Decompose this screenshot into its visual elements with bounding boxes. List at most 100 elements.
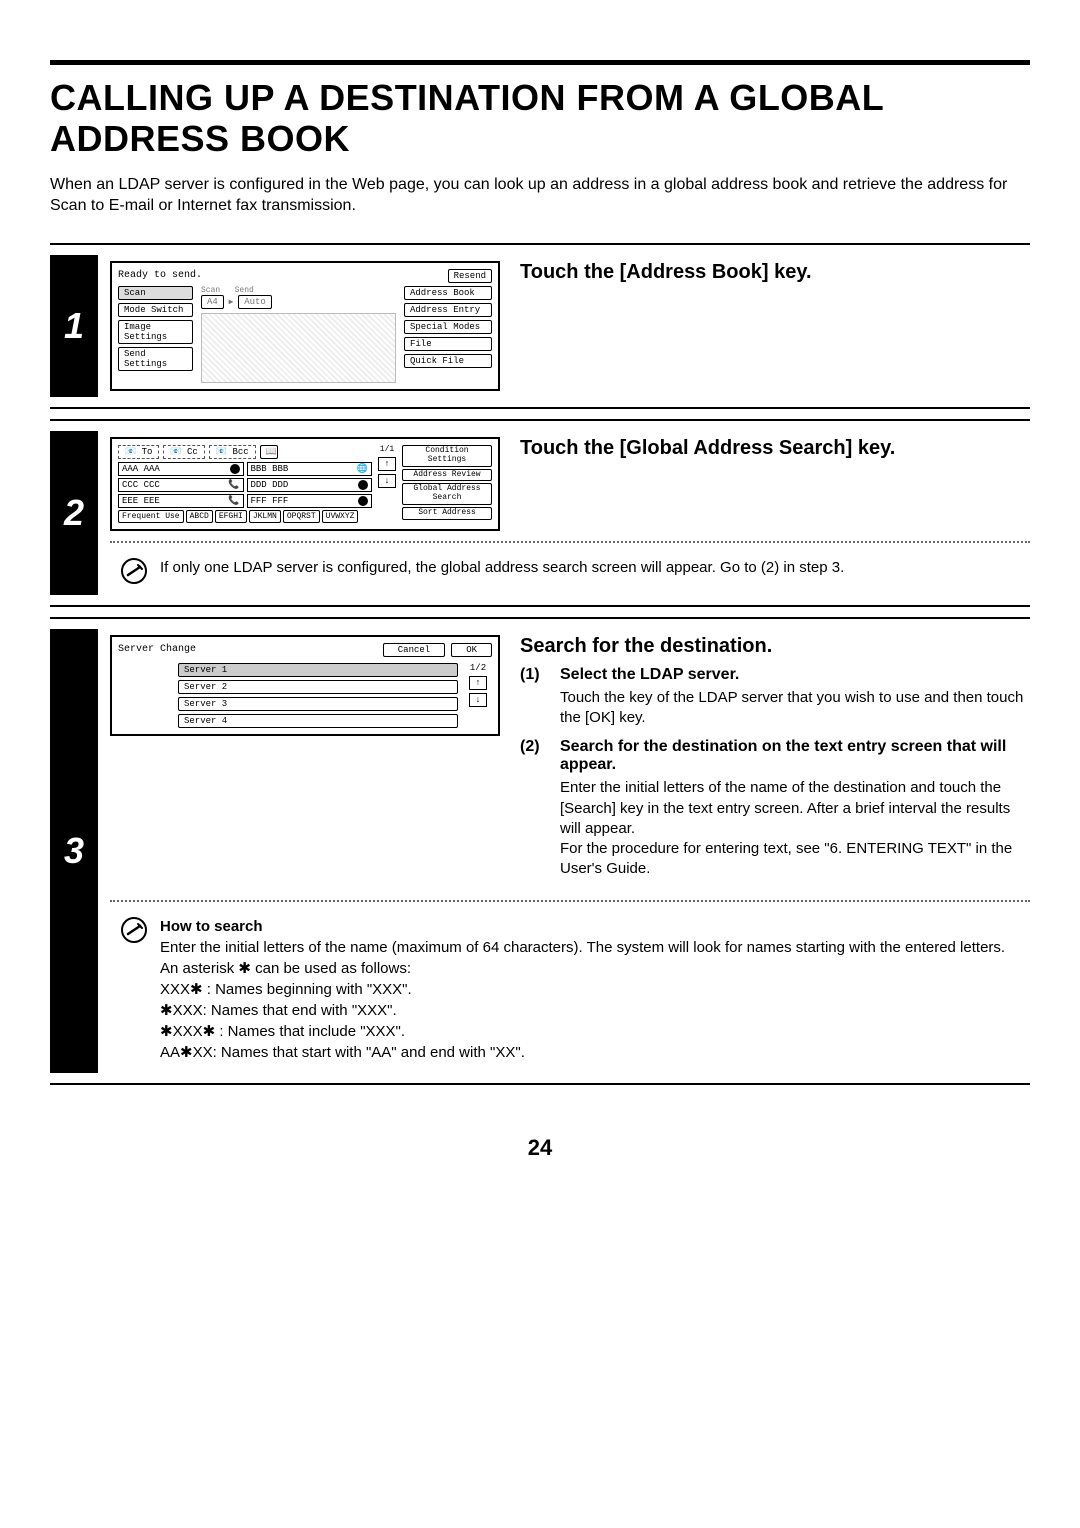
ss2-bcc-tab[interactable]: 📧 Bcc: [209, 445, 256, 459]
ss2-up-button[interactable]: ↑: [378, 457, 396, 471]
step-1-number: 1: [64, 305, 84, 347]
ss2-contact-bbb[interactable]: BBB BBB 🌐: [247, 462, 373, 476]
ss2-sort-address-button[interactable]: Sort Address: [402, 507, 492, 520]
ss3-up-button[interactable]: ↑: [469, 676, 487, 690]
ss3-down-button[interactable]: ↓: [469, 693, 487, 707]
step-3-body: Server Change Cancel OK Server 1 Server …: [98, 629, 1030, 1073]
substep-1: (1) Select the LDAP server. Touch the ke…: [520, 666, 1030, 729]
ss1-document-preview-icon: [201, 313, 396, 383]
ss3-server-1[interactable]: Server 1: [178, 663, 458, 677]
ss2-global-search-button[interactable]: Global Address Search: [402, 483, 492, 505]
ss2-opqrst-button[interactable]: OPQRST: [283, 510, 320, 523]
ss3-server-2[interactable]: Server 2: [178, 680, 458, 694]
ss2-cc-label: Cc: [187, 447, 198, 457]
mail-icon: [230, 464, 240, 474]
note-icon: [120, 916, 148, 944]
ss1-resend-button[interactable]: Resend: [448, 269, 492, 283]
step-2-note-text: If only one LDAP server is configured, t…: [160, 557, 844, 578]
ss2-condition-settings-button[interactable]: Condition Settings: [402, 445, 492, 467]
step-2-separator: [110, 541, 1030, 543]
step-2: 2 📧 To 📧 Cc 📧 Bcc 📖 AAA AAA BBB BBB: [50, 419, 1030, 607]
ss1-status: Ready to send.: [118, 270, 202, 281]
note-icon: [120, 557, 148, 585]
substep-2-title: Search for the destination on the text e…: [560, 738, 1030, 774]
top-rule: [50, 60, 1030, 65]
globe-icon: 🌐: [357, 464, 368, 474]
ss2-eee-label: EEE EEE: [122, 496, 160, 506]
ss2-to-label: To: [142, 447, 153, 457]
substep-1-num: (1): [520, 666, 550, 729]
ss2-ccc-label: CCC CCC: [122, 480, 160, 490]
howto-ex1: XXX✱ : Names beginning with "XXX".: [160, 979, 1005, 1000]
ss3-cancel-button[interactable]: Cancel: [383, 643, 445, 657]
ss2-aaa-label: AAA AAA: [122, 464, 160, 474]
mail-icon: [358, 496, 368, 506]
ss1-special-modes-button[interactable]: Special Modes: [404, 320, 492, 334]
ss2-down-button[interactable]: ↓: [378, 474, 396, 488]
ss1-preview-area: Scan Send A4 ▶ Auto: [197, 286, 400, 383]
ss2-fff-label: FFF FFF: [251, 496, 289, 506]
intro-text: When an LDAP server is configured in the…: [50, 174, 1030, 217]
step-2-note: If only one LDAP server is configured, t…: [110, 553, 1030, 589]
step-1-body: Ready to send. Resend Scan Mode Switch I…: [98, 255, 1030, 397]
ss2-efghi-button[interactable]: EFGHI: [215, 510, 247, 523]
phone-icon: 📞: [228, 496, 239, 506]
ss1-send-settings-button[interactable]: Send Settings: [118, 347, 193, 371]
ss2-abcd-button[interactable]: ABCD: [186, 510, 213, 523]
howto-title: How to search: [160, 916, 1005, 937]
step-1-screenshot: Ready to send. Resend Scan Mode Switch I…: [110, 261, 500, 391]
ss2-contact-ccc[interactable]: CCC CCC 📞: [118, 478, 244, 492]
ss1-scan-label: Scan: [201, 286, 220, 295]
ss1-mode-switch-button[interactable]: Mode Switch: [118, 303, 193, 317]
ss2-contact-fff[interactable]: FFF FFF: [247, 494, 373, 508]
howto-ex3: ✱XXX✱ : Names that include "XXX".: [160, 1021, 1005, 1042]
step-3: 3 Server Change Cancel OK Server 1 Serve…: [50, 617, 1030, 1085]
phone-icon: 📞: [228, 480, 239, 490]
ss1-a4-label: A4: [201, 295, 224, 309]
ss3-page-indicator: 1/2: [470, 663, 486, 673]
ss1-quick-file-button[interactable]: Quick File: [404, 354, 492, 368]
ss1-send-label: Send: [235, 286, 254, 295]
step-3-substeps: (1) Select the LDAP server. Touch the ke…: [520, 666, 1030, 880]
ss1-scan-button[interactable]: Scan: [118, 286, 193, 300]
ss2-contact-ddd[interactable]: DDD DDD: [247, 478, 373, 492]
ss2-jklmn-button[interactable]: JKLMN: [249, 510, 281, 523]
ss2-cc-tab[interactable]: 📧 Cc: [163, 445, 204, 459]
substep-1-desc: Touch the key of the LDAP server that yo…: [560, 688, 1030, 729]
howto-ex2: ✱XXX: Names that end with "XXX".: [160, 1000, 1005, 1021]
ss2-address-review-button[interactable]: Address Review: [402, 469, 492, 482]
step-3-separator: [110, 900, 1030, 902]
howto-line2: An asterisk ✱ can be used as follows:: [160, 958, 1005, 979]
page-number: 24: [50, 1135, 1030, 1161]
substep-2-desc: Enter the initial letters of the name of…: [560, 778, 1030, 879]
step-3-number: 3: [64, 830, 84, 872]
ss2-bcc-label: Bcc: [232, 447, 248, 457]
ss1-image-settings-button[interactable]: Image Settings: [118, 320, 193, 344]
mail-icon: [358, 480, 368, 490]
ss2-ddd-label: DDD DDD: [251, 480, 289, 490]
ss2-contact-aaa[interactable]: AAA AAA: [118, 462, 244, 476]
substep-2-num: (2): [520, 738, 550, 879]
step-2-number-col: 2: [50, 431, 98, 595]
ss1-file-button[interactable]: File: [404, 337, 492, 351]
ss2-page-indicator: 1/1: [380, 445, 394, 454]
ss3-title: Server Change: [118, 644, 196, 655]
page-title: CALLING UP A DESTINATION FROM A GLOBAL A…: [50, 77, 1030, 160]
ss1-address-entry-button[interactable]: Address Entry: [404, 303, 492, 317]
ss1-address-book-button[interactable]: Address Book: [404, 286, 492, 300]
ss3-server-4[interactable]: Server 4: [178, 714, 458, 728]
ss2-to-tab[interactable]: 📧 To: [118, 445, 159, 459]
ss2-contact-eee[interactable]: EEE EEE 📞: [118, 494, 244, 508]
ss3-server-3[interactable]: Server 3: [178, 697, 458, 711]
substep-2: (2) Search for the destination on the te…: [520, 738, 1030, 879]
ss3-ok-button[interactable]: OK: [451, 643, 492, 657]
howto-body: How to search Enter the initial letters …: [160, 916, 1005, 1063]
substep-1-title: Select the LDAP server.: [560, 666, 1030, 684]
step-3-heading: Search for the destination.: [520, 635, 1030, 658]
ss2-uvwxyz-button[interactable]: UVWXYZ: [322, 510, 359, 523]
ss2-book-icon[interactable]: 📖: [260, 445, 278, 459]
ss2-bbb-label: BBB BBB: [251, 464, 289, 474]
howto-line1: Enter the initial letters of the name (m…: [160, 937, 1005, 958]
ss2-frequent-use-button[interactable]: Frequent Use: [118, 510, 184, 523]
step-1-heading: Touch the [Address Book] key.: [520, 261, 1030, 284]
